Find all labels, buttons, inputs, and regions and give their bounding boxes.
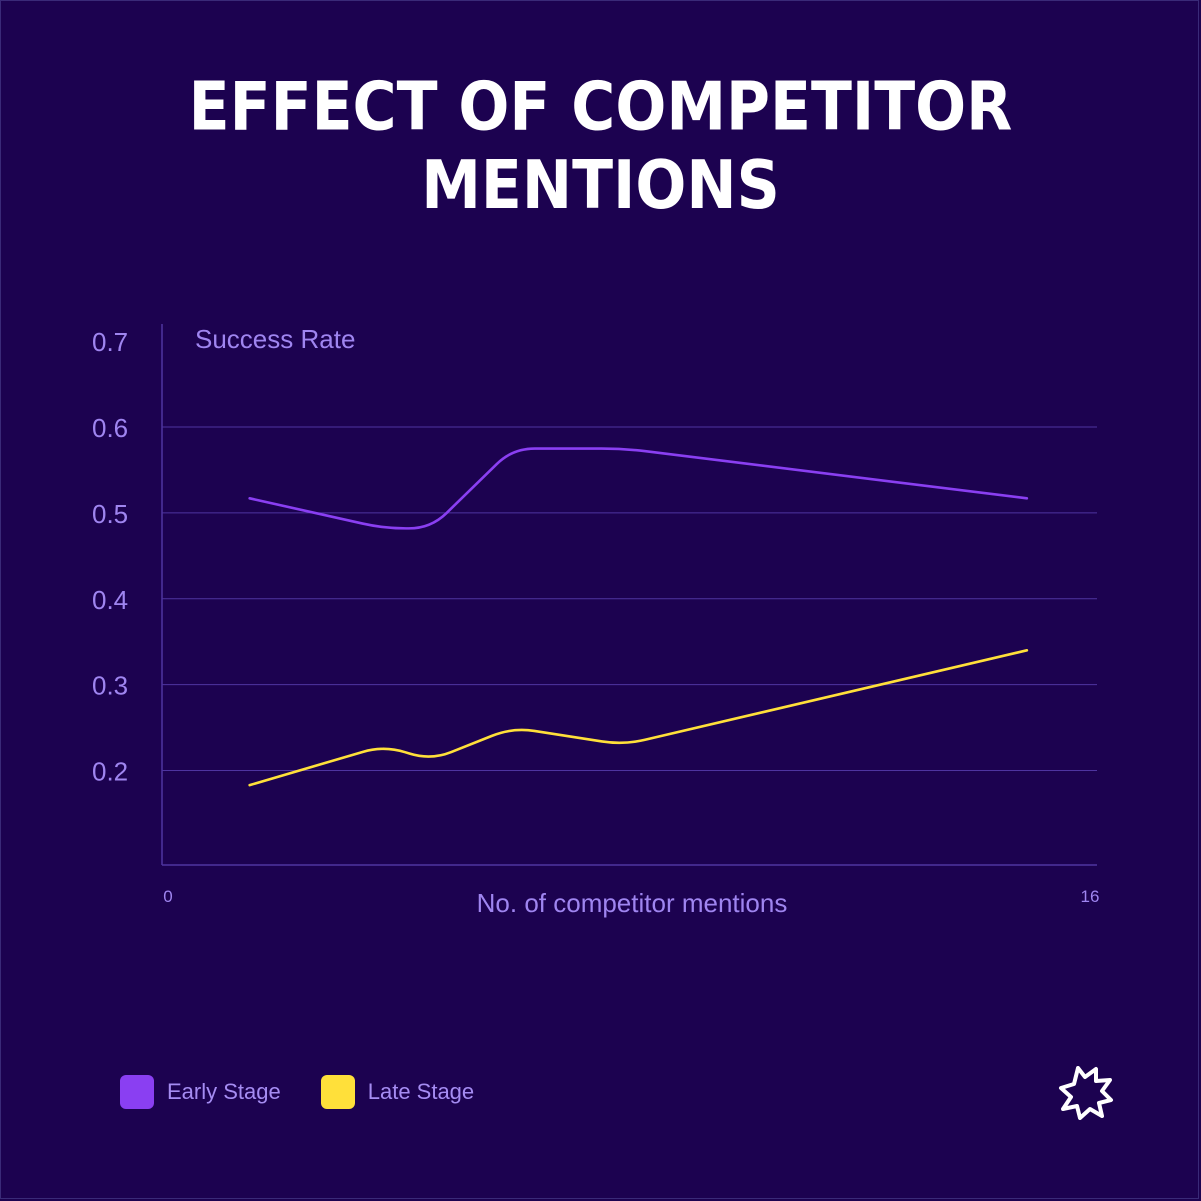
y-tick-label: 0.3 (92, 671, 128, 701)
burst-star-icon (1059, 1066, 1113, 1120)
y-tick-label: 0.4 (92, 585, 128, 615)
y-tick-label: 0.2 (92, 757, 128, 787)
series-line-early-stage (248, 447, 1029, 530)
x-tick-label-max: 16 (1081, 887, 1100, 906)
legend-item-late-stage: Late Stage (320, 1075, 475, 1109)
series-line-late-stage (248, 649, 1029, 787)
grid-lines (162, 426, 1097, 772)
y-tick-labels: 0.2 0.3 0.4 0.5 0.6 0.7 (92, 327, 128, 786)
y-tick-label: 0.5 (92, 499, 128, 529)
series-lines (248, 447, 1029, 787)
legend-swatch-early-stage (120, 1075, 154, 1109)
y-axis-label: Success Rate (195, 324, 355, 354)
y-tick-label: 0.6 (92, 413, 128, 443)
x-axis-label: No. of competitor mentions (477, 888, 788, 918)
legend-label-late-stage: Late Stage (367, 1079, 475, 1104)
x-tick-label-min: 0 (163, 887, 172, 906)
legend: Early Stage Late Stage (120, 1075, 514, 1109)
y-tick-label: 0.7 (92, 327, 128, 357)
legend-item-early-stage: Early Stage (120, 1075, 281, 1109)
chart-title: EFFECT OF COMPETITOR MENTIONS (188, 68, 1013, 225)
legend-swatch-late-stage (320, 1075, 355, 1109)
legend-label-early-stage: Early Stage (167, 1079, 281, 1104)
